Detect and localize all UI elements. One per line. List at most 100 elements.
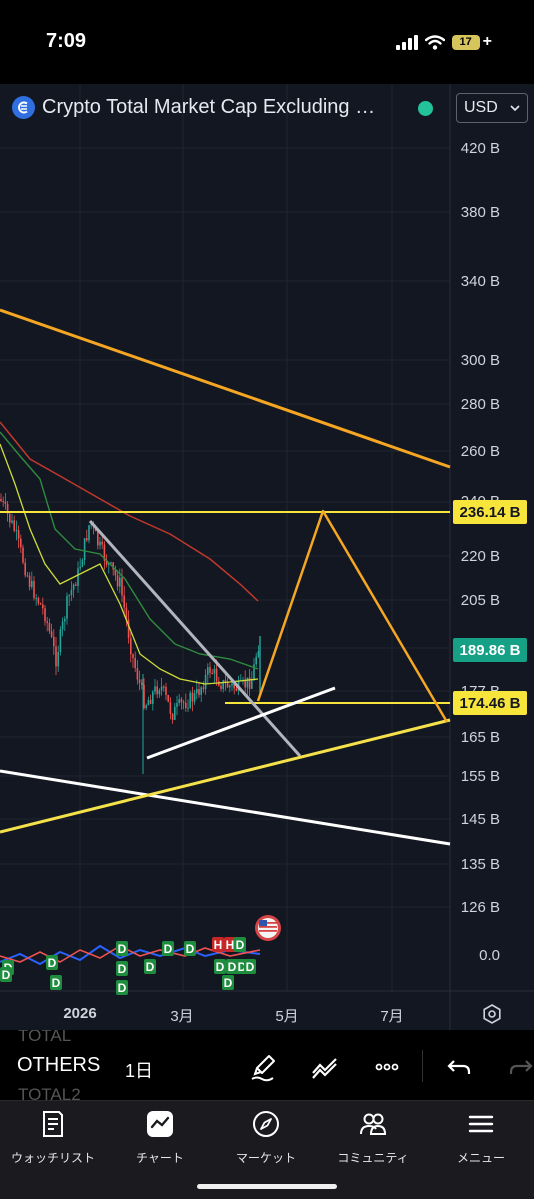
candle-down [233, 683, 235, 689]
chart-settings-icon[interactable] [480, 1002, 504, 1026]
y-axis-label: 155 B [460, 768, 500, 785]
y-axis-label: 260 B [460, 443, 500, 460]
candle-down [37, 598, 40, 604]
moving-average-green [0, 431, 259, 670]
chart-marker [116, 980, 128, 995]
candle-up [61, 621, 64, 630]
nav-community[interactable]: コミュニティ [323, 1109, 423, 1166]
redo-icon[interactable] [506, 1052, 534, 1082]
candle-up [160, 686, 163, 691]
candle-up [57, 651, 59, 667]
candle-down [123, 595, 125, 608]
candle-up [31, 580, 33, 587]
candle-down [136, 668, 139, 680]
candle-up [229, 685, 231, 688]
candle-up [119, 577, 121, 587]
interval-button[interactable]: 1日 [125, 1061, 154, 1081]
candle-down [182, 702, 185, 704]
chart-marker-label: D [118, 942, 127, 956]
candle-down [103, 544, 106, 561]
candle-down [134, 658, 136, 669]
candle-down [202, 687, 205, 690]
candle-down [185, 702, 187, 709]
more-icon[interactable] [372, 1052, 402, 1082]
candle-up [83, 538, 86, 560]
price-chart[interactable]: DDDDDDDDDHHDDDDDDD [0, 84, 534, 1030]
candle-up [196, 689, 198, 694]
candle-up [59, 629, 62, 652]
candle-down [169, 701, 172, 714]
chart-marker [222, 975, 234, 990]
candle-down [42, 604, 44, 609]
symbol-logo-icon [12, 96, 35, 119]
candle-down [4, 501, 7, 504]
candle-up [11, 520, 13, 523]
chart-marker [162, 941, 174, 956]
chart-marker [50, 975, 62, 990]
charging-icon: + [482, 33, 492, 50]
symbol-switcher[interactable]: OTHERS [17, 1054, 101, 1076]
nav-chart[interactable]: チャート [110, 1109, 210, 1166]
symbol-header[interactable]: Crypto Total Market Cap Excluding … [12, 96, 375, 119]
yellow-trendline-lower [0, 718, 451, 834]
y-axis-label: 165 B [460, 729, 500, 746]
next-symbol[interactable]: TOTAL2 [18, 1085, 81, 1100]
chart-marker-label: D [224, 976, 233, 990]
moving-average-red [0, 421, 259, 602]
candle-down [2, 500, 4, 502]
moving-averages-group [0, 421, 259, 685]
candle-down [235, 688, 238, 691]
candle-down [226, 682, 229, 688]
chart-marker-label: D [118, 962, 127, 976]
candle-up [81, 559, 84, 567]
candle-down [50, 631, 53, 637]
chart-marker [214, 959, 226, 974]
candle-down [215, 668, 218, 682]
candle-down [121, 577, 123, 596]
y-axis-label: 205 B [460, 592, 500, 609]
candle-up [222, 680, 224, 689]
status-icons: 17 + [395, 33, 492, 51]
currency-selector[interactable]: USD [456, 93, 528, 123]
candle-up [79, 566, 81, 569]
watchlist-icon [43, 1111, 63, 1137]
candle-down [198, 689, 200, 695]
brush-icon[interactable] [249, 1052, 279, 1082]
y-axis-label: 300 B [460, 352, 500, 369]
candle-up [35, 598, 37, 600]
nav-menu[interactable]: メニュー [431, 1109, 531, 1166]
us-flag-icon [259, 920, 267, 926]
candle-up [99, 541, 101, 546]
y-axis-label: 0.0 [479, 947, 500, 964]
candle-down [132, 654, 134, 659]
chart-marker [234, 937, 246, 952]
candle-up [64, 618, 66, 622]
candle-down [75, 584, 77, 586]
us-flag-icon [259, 926, 277, 928]
chart-marker-label: D [236, 938, 245, 952]
candle-up [257, 651, 260, 657]
candle-up [152, 691, 154, 704]
candle-down [28, 575, 31, 587]
nav-market[interactable]: マーケット [216, 1109, 316, 1166]
chart-marker-label: D [52, 976, 61, 990]
candle-down [167, 695, 169, 702]
nav-watchlist[interactable]: ウォッチリスト [3, 1109, 103, 1166]
chart-marker [224, 937, 236, 952]
candle-down [149, 699, 152, 704]
candle-up [189, 692, 191, 708]
undo-icon[interactable] [444, 1052, 474, 1082]
toolbar-divider [422, 1050, 423, 1082]
chart-area[interactable]: DDDDDDDDDHHDDDDDDD Crypto Total Market C… [0, 84, 534, 1030]
trend-line-icon[interactable] [310, 1052, 340, 1082]
candle-down [13, 520, 15, 531]
candle-down [33, 580, 35, 599]
chart-marker-label: H [214, 938, 223, 952]
prev-symbol[interactable]: TOTAL [18, 1030, 72, 1045]
candle-down [112, 562, 114, 570]
candle-down [191, 692, 194, 702]
symbol-title[interactable]: Crypto Total Market Cap Excluding … [42, 96, 376, 118]
chart-marker [0, 967, 12, 982]
candle-up [154, 686, 156, 692]
candle-up [213, 668, 216, 674]
